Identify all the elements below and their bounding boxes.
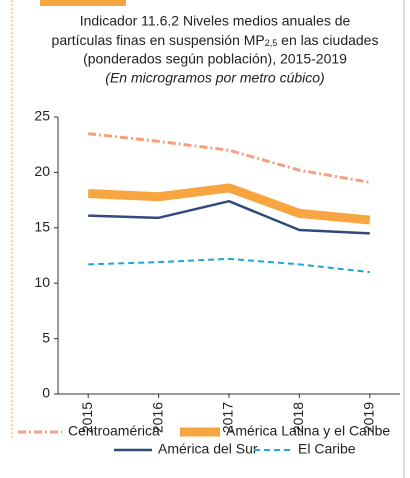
title-subscript: 2,5 [265,38,278,48]
y-tick-label: 15 [34,219,50,235]
legend-label: El Caribe [298,441,356,457]
y-tick-label: 25 [34,108,50,124]
legend-label: América del Sur [158,441,258,457]
title-part: en las ciudades [277,32,378,48]
legend-label: Centroamérica [68,423,160,439]
y-tick-label: 5 [42,329,50,345]
chart-title: (ponderados según población), 2015-2019 [83,51,347,67]
x-tick-label: 2015 [79,402,95,433]
chart-title: Indicador 11.6.2 Niveles medios anuales … [80,13,351,29]
x-tick-label: 2019 [361,402,377,433]
x-tick-label: 2018 [290,402,306,433]
series-line [88,132,371,184]
series-line [88,199,370,235]
x-tick-label: 2016 [149,402,165,433]
title-part: partículas finas en suspensión MP [52,32,265,48]
header-tab [40,0,126,6]
y-tick-label: 0 [42,385,50,401]
series-line [87,183,371,225]
chart-subtitle: (En microgramos por metro cúbico) [105,70,324,86]
y-tick-label: 10 [34,274,50,290]
y-tick-label: 20 [34,163,50,179]
series-line [88,257,370,274]
x-tick-label: 2017 [220,402,236,433]
legend-label: América Latina y el Caribe [226,423,390,439]
chart-title: partículas finas en suspensión MP2,5 en … [52,32,379,49]
